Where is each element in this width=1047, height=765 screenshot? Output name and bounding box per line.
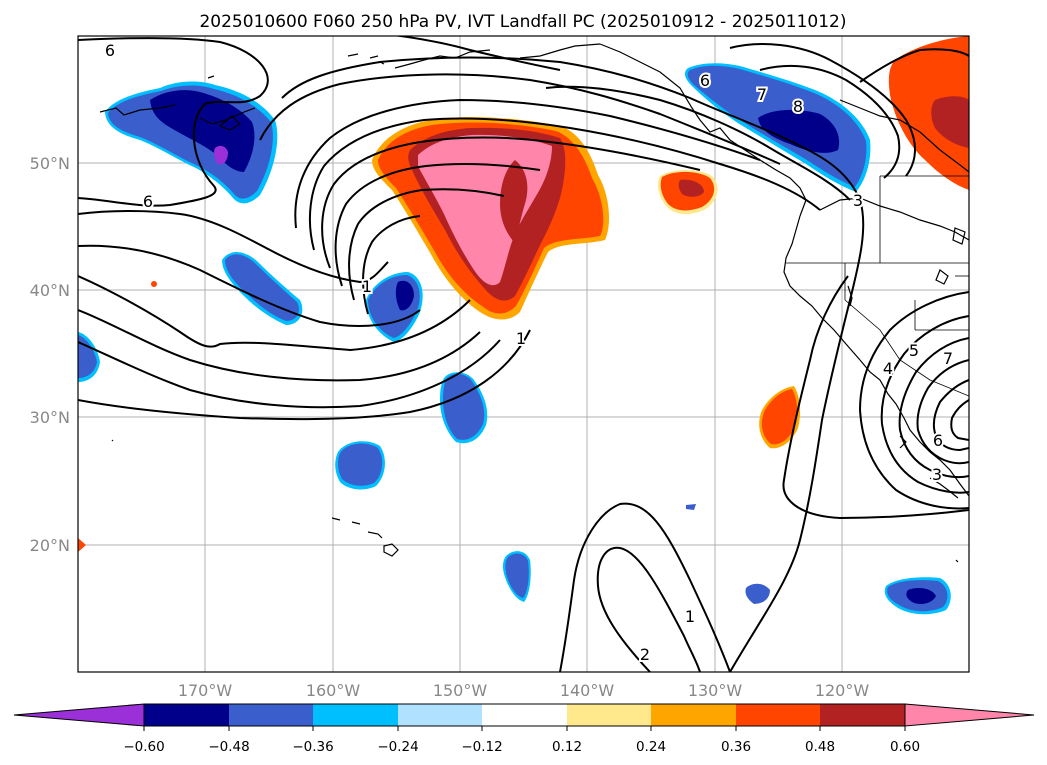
contour-label: 4 bbox=[883, 359, 893, 378]
colorbar-tick-label: −0.24 bbox=[377, 739, 418, 755]
pv-positive-northeast bbox=[888, 36, 969, 190]
contour-label: 6 bbox=[700, 71, 710, 90]
contour-labels: 6 6 1 1 1 2 6 7 8 3 3 4 5 6 7 bbox=[103, 39, 955, 666]
colorbar-bin bbox=[820, 704, 905, 726]
contour-label: 6 bbox=[143, 192, 153, 211]
longitude-labels: 170°W 160°W 150°W 140°W 130°W 120°W bbox=[178, 681, 870, 700]
lat-label: 50°N bbox=[30, 154, 70, 173]
colorbar-tick-label: −0.60 bbox=[123, 739, 164, 755]
pv-positive-main bbox=[372, 117, 610, 320]
pv-positive-small-2 bbox=[759, 386, 801, 449]
colorbar-bin bbox=[482, 704, 567, 726]
contour-label: 3 bbox=[932, 465, 942, 484]
contour-label: 7 bbox=[757, 85, 767, 104]
lat-label: 30°N bbox=[30, 408, 70, 427]
colorbar-bin bbox=[736, 704, 820, 726]
colorbar-tick-label: −0.48 bbox=[208, 739, 249, 755]
pv-negative-southeast bbox=[884, 577, 951, 615]
colorbar-bin bbox=[398, 704, 482, 726]
pv-negative-northwest bbox=[105, 81, 278, 204]
map-area: 6 6 1 1 1 2 6 7 8 3 3 4 5 6 7 bbox=[78, 36, 969, 672]
pv-positive-speck bbox=[78, 281, 157, 552]
contour-label: 6 bbox=[105, 41, 115, 60]
colorbar-ticks bbox=[143, 726, 906, 731]
latitude-labels: 50°N 40°N 30°N 20°N bbox=[30, 154, 70, 555]
colorbar-frame bbox=[143, 703, 906, 727]
colorbar-tick-label: 0.48 bbox=[805, 739, 835, 755]
colorbar-bin bbox=[313, 704, 398, 726]
colorbar-bin bbox=[229, 704, 313, 726]
lon-label: 140°W bbox=[560, 681, 615, 700]
contour-label: 2 bbox=[640, 645, 650, 664]
map-frame bbox=[77, 35, 970, 673]
contour-label: 7 bbox=[943, 349, 953, 368]
pv-positive-small-1 bbox=[658, 170, 718, 215]
map-title: 2025010600 F060 250 hPa PV, IVT Landfall… bbox=[199, 12, 846, 32]
colorbar-tick-label: 0.24 bbox=[636, 739, 666, 755]
contour-label: 8 bbox=[793, 97, 803, 116]
pv-negative-hawaii-north bbox=[335, 441, 385, 490]
colorbar-tick-label: 0.36 bbox=[721, 739, 751, 755]
ivt-contours bbox=[78, 36, 969, 672]
lon-label: 170°W bbox=[178, 681, 233, 700]
lat-label: 40°N bbox=[30, 281, 70, 300]
colorbar-bin bbox=[144, 704, 229, 726]
colorbar-tick-label: 0.60 bbox=[890, 739, 920, 755]
colorbar-tick-label: −0.12 bbox=[461, 739, 502, 755]
colorbar-tick-label: 0.12 bbox=[552, 739, 582, 755]
coastlines bbox=[99, 43, 969, 563]
contour-label: 1 bbox=[362, 277, 372, 296]
colorbar-extend-max bbox=[904, 703, 1035, 727]
contour-label: 1 bbox=[516, 329, 526, 348]
pv-negative-west-streak bbox=[222, 251, 303, 325]
contour-label: 1 bbox=[685, 607, 695, 626]
colorbar-bin bbox=[567, 704, 651, 726]
lon-label: 150°W bbox=[433, 681, 488, 700]
lon-label: 130°W bbox=[688, 681, 743, 700]
pv-negative-mid bbox=[440, 372, 488, 444]
colorbar-tick-label: −0.36 bbox=[292, 739, 333, 755]
lat-label: 20°N bbox=[30, 536, 70, 555]
pv-negative-south-small bbox=[502, 504, 770, 604]
colorbar: −0.60 −0.48 −0.36 −0.24 −0.12 0.12 0.24 … bbox=[13, 703, 1035, 755]
contour-label: 3 bbox=[853, 191, 863, 210]
colorbar-extend-min bbox=[13, 703, 145, 727]
lon-label: 120°W bbox=[815, 681, 870, 700]
lon-label: 160°W bbox=[306, 681, 361, 700]
contour-label: 6 bbox=[933, 431, 943, 450]
colorbar-bin bbox=[651, 704, 736, 726]
contour-label: 5 bbox=[909, 341, 919, 360]
